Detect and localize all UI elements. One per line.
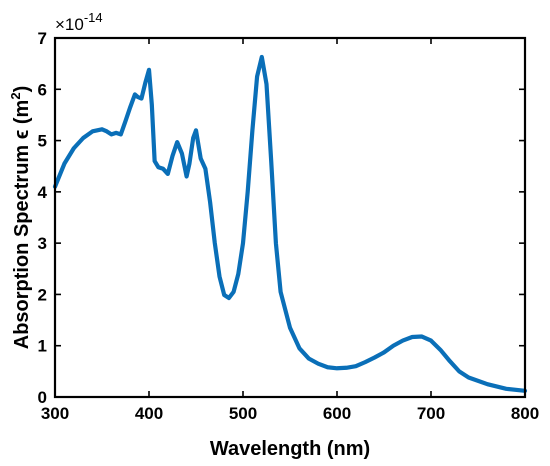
y-tick-label: 4: [38, 183, 48, 202]
y-tick-label: 0: [38, 388, 47, 407]
y-axis-label: Absorption Spectrum ϵ (m2): [8, 86, 33, 350]
series-layer: [52, 54, 528, 393]
x-axis-label: Wavelength (nm): [210, 438, 370, 460]
x-tick-label: 700: [417, 404, 445, 423]
y-axis-label-superscript: 2: [8, 92, 23, 99]
y-axis-exponent: ×10-14: [55, 10, 103, 34]
x-tick-label: 600: [323, 404, 351, 423]
y-tick-label: 6: [38, 80, 47, 99]
x-tick-label: 500: [229, 404, 257, 423]
series-line: [52, 54, 528, 393]
y-tick-label: 1: [38, 337, 47, 356]
y-tick-label: 2: [38, 285, 47, 304]
x-tick-label: 400: [135, 404, 163, 423]
y-tick-label: 5: [38, 132, 47, 151]
tick-labels-layer: 300 400 500 600 700 800 0 1 2 3 4 5 6 7: [38, 29, 540, 423]
x-tick-label: 300: [41, 404, 69, 423]
y-tick-label: 3: [38, 234, 47, 253]
plot-frame: [53, 36, 527, 399]
x-tick-label: 800: [511, 404, 539, 423]
y-tick-label: 7: [38, 29, 47, 48]
ticks-layer: [54, 37, 526, 398]
